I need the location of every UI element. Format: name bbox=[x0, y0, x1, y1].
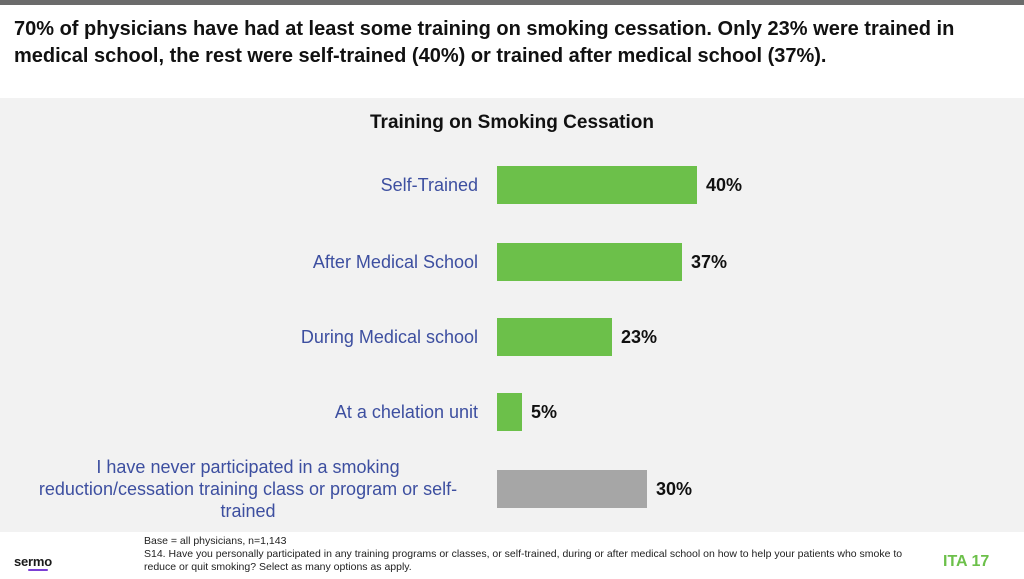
value-label-1: 40% bbox=[706, 175, 742, 195]
category-label-1: Self-Trained bbox=[381, 175, 478, 195]
value-label-2: 37% bbox=[691, 252, 727, 272]
bar-3 bbox=[497, 318, 612, 356]
bar-5 bbox=[497, 470, 647, 508]
headline: 70% of physicians have had at least some… bbox=[14, 18, 955, 67]
footer-note: Base = all physicians, n=1,143 S14. Have… bbox=[144, 535, 934, 574]
logo-underline bbox=[28, 569, 48, 571]
category-label-3: During Medical school bbox=[301, 327, 478, 347]
value-label-4: 5% bbox=[531, 402, 557, 422]
top-rule bbox=[0, 0, 1024, 5]
bar-2 bbox=[497, 243, 682, 281]
value-label-5: 30% bbox=[656, 479, 692, 499]
sermo-logo: sermo bbox=[14, 554, 53, 569]
question-note: S14. Have you personally participated in… bbox=[144, 548, 903, 573]
category-label-4: At a chelation unit bbox=[335, 402, 478, 422]
bar-1 bbox=[497, 166, 697, 204]
category-label-5: I have never participated in a smoking re… bbox=[39, 457, 457, 521]
page-label: ITA 17 bbox=[943, 553, 990, 570]
chart-title: Training on Smoking Cessation bbox=[370, 112, 654, 133]
value-label-3: 23% bbox=[621, 327, 657, 347]
category-label-2: After Medical School bbox=[313, 252, 478, 272]
bar-4 bbox=[497, 393, 522, 431]
base-note: Base = all physicians, n=1,143 bbox=[144, 535, 287, 547]
